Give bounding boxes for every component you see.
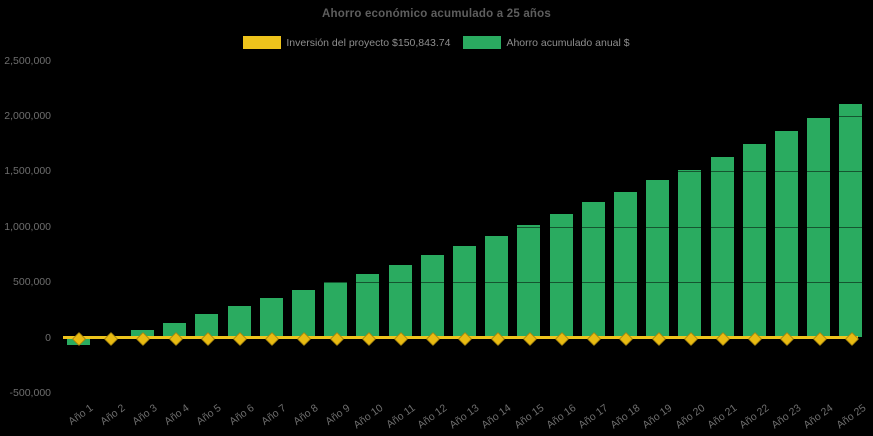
x-label-ano-1: Año 1: [65, 402, 96, 428]
bar-ano-8[interactable]: [291, 290, 315, 338]
bar-ano-18[interactable]: [613, 191, 637, 338]
chart-title: Ahorro económico acumulado a 25 años: [322, 8, 551, 20]
bar-ano-16[interactable]: [549, 213, 573, 338]
x-label-ano-24: Año 24: [801, 402, 836, 432]
legend-item-inversion[interactable]: Inversión del proyecto $150,843.74: [243, 36, 450, 49]
x-label-ano-14: Año 14: [479, 402, 514, 432]
x-label-ano-10: Año 10: [350, 402, 385, 432]
x-label-ano-9: Año 9: [323, 402, 353, 428]
x-label-ano-12: Año 12: [415, 402, 450, 432]
bar-ano-23[interactable]: [774, 131, 798, 338]
gridline: [56, 226, 871, 228]
legend-item-ahorro[interactable]: Ahorro acumulado anual $: [463, 36, 630, 49]
gridline: [56, 171, 871, 173]
y-axis-label: 2,500,000: [4, 54, 51, 67]
y-axis-label: 2,000,000: [4, 109, 51, 122]
x-label-ano-19: Año 19: [640, 402, 675, 432]
y-axis-label: 1,500,000: [4, 165, 51, 178]
bar-ano-6[interactable]: [227, 305, 251, 338]
bar-ano-17[interactable]: [581, 202, 605, 338]
x-label-ano-8: Año 8: [291, 402, 321, 428]
bar-ano-24[interactable]: [807, 118, 831, 338]
x-label-ano-11: Año 11: [383, 402, 418, 431]
bar-ano-7[interactable]: [259, 298, 283, 338]
bar-ano-9[interactable]: [324, 282, 348, 338]
bar-ano-14[interactable]: [485, 236, 509, 338]
y-axis-label: 500,000: [13, 276, 51, 289]
bar-ano-22[interactable]: [742, 144, 766, 338]
x-label-ano-21: Año 21: [705, 402, 740, 432]
bar-ano-25[interactable]: [839, 104, 863, 338]
y-axis-label: 1,000,000: [4, 220, 51, 233]
bar-ano-5[interactable]: [195, 314, 219, 338]
x-label-ano-13: Año 13: [447, 402, 482, 432]
legend-swatch-green: [463, 36, 502, 49]
gridline: [56, 392, 871, 394]
y-axis-label: 0: [45, 331, 51, 344]
legend-label-inversion: Inversión del proyecto $150,843.74: [286, 36, 451, 49]
x-label-ano-6: Año 6: [226, 402, 257, 428]
x-label-ano-4: Año 4: [162, 402, 192, 428]
x-label-ano-25: Año 25: [833, 402, 868, 432]
bar-ano-15[interactable]: [517, 225, 541, 338]
x-label-ano-23: Año 23: [769, 402, 804, 432]
x-label-ano-20: Año 20: [672, 402, 707, 432]
gridline: [56, 60, 871, 62]
x-label-ano-7: Año 7: [258, 402, 289, 428]
y-axis-label: -500,000: [9, 386, 51, 399]
gridline: [56, 282, 871, 284]
investment-line-marker[interactable]: [104, 331, 119, 346]
x-label-ano-18: Año 18: [608, 402, 643, 432]
bar-ano-11[interactable]: [388, 264, 412, 338]
x-label-ano-15: Año 15: [511, 402, 546, 432]
legend-swatch-yellow: [243, 36, 282, 49]
x-label-ano-2: Año 2: [97, 402, 128, 428]
bar-ano-19[interactable]: [646, 180, 670, 338]
legend: Inversión del proyecto $150,843.74 Ahorr…: [0, 36, 873, 49]
x-label-ano-5: Año 5: [194, 402, 224, 428]
x-label-ano-3: Año 3: [130, 402, 160, 428]
x-label-ano-17: Año 17: [576, 402, 611, 432]
x-label-ano-16: Año 16: [544, 402, 579, 432]
legend-label-ahorro: Ahorro acumulado anual $: [506, 36, 630, 49]
bar-ano-21[interactable]: [710, 156, 734, 338]
bar-ano-20[interactable]: [678, 169, 702, 338]
gridline: [56, 115, 871, 117]
bar-ano-12[interactable]: [420, 254, 444, 338]
x-label-ano-22: Año 22: [737, 402, 772, 432]
bar-ano-10[interactable]: [356, 274, 380, 338]
bar-ano-4[interactable]: [163, 322, 187, 338]
bar-ano-13[interactable]: [452, 246, 476, 338]
